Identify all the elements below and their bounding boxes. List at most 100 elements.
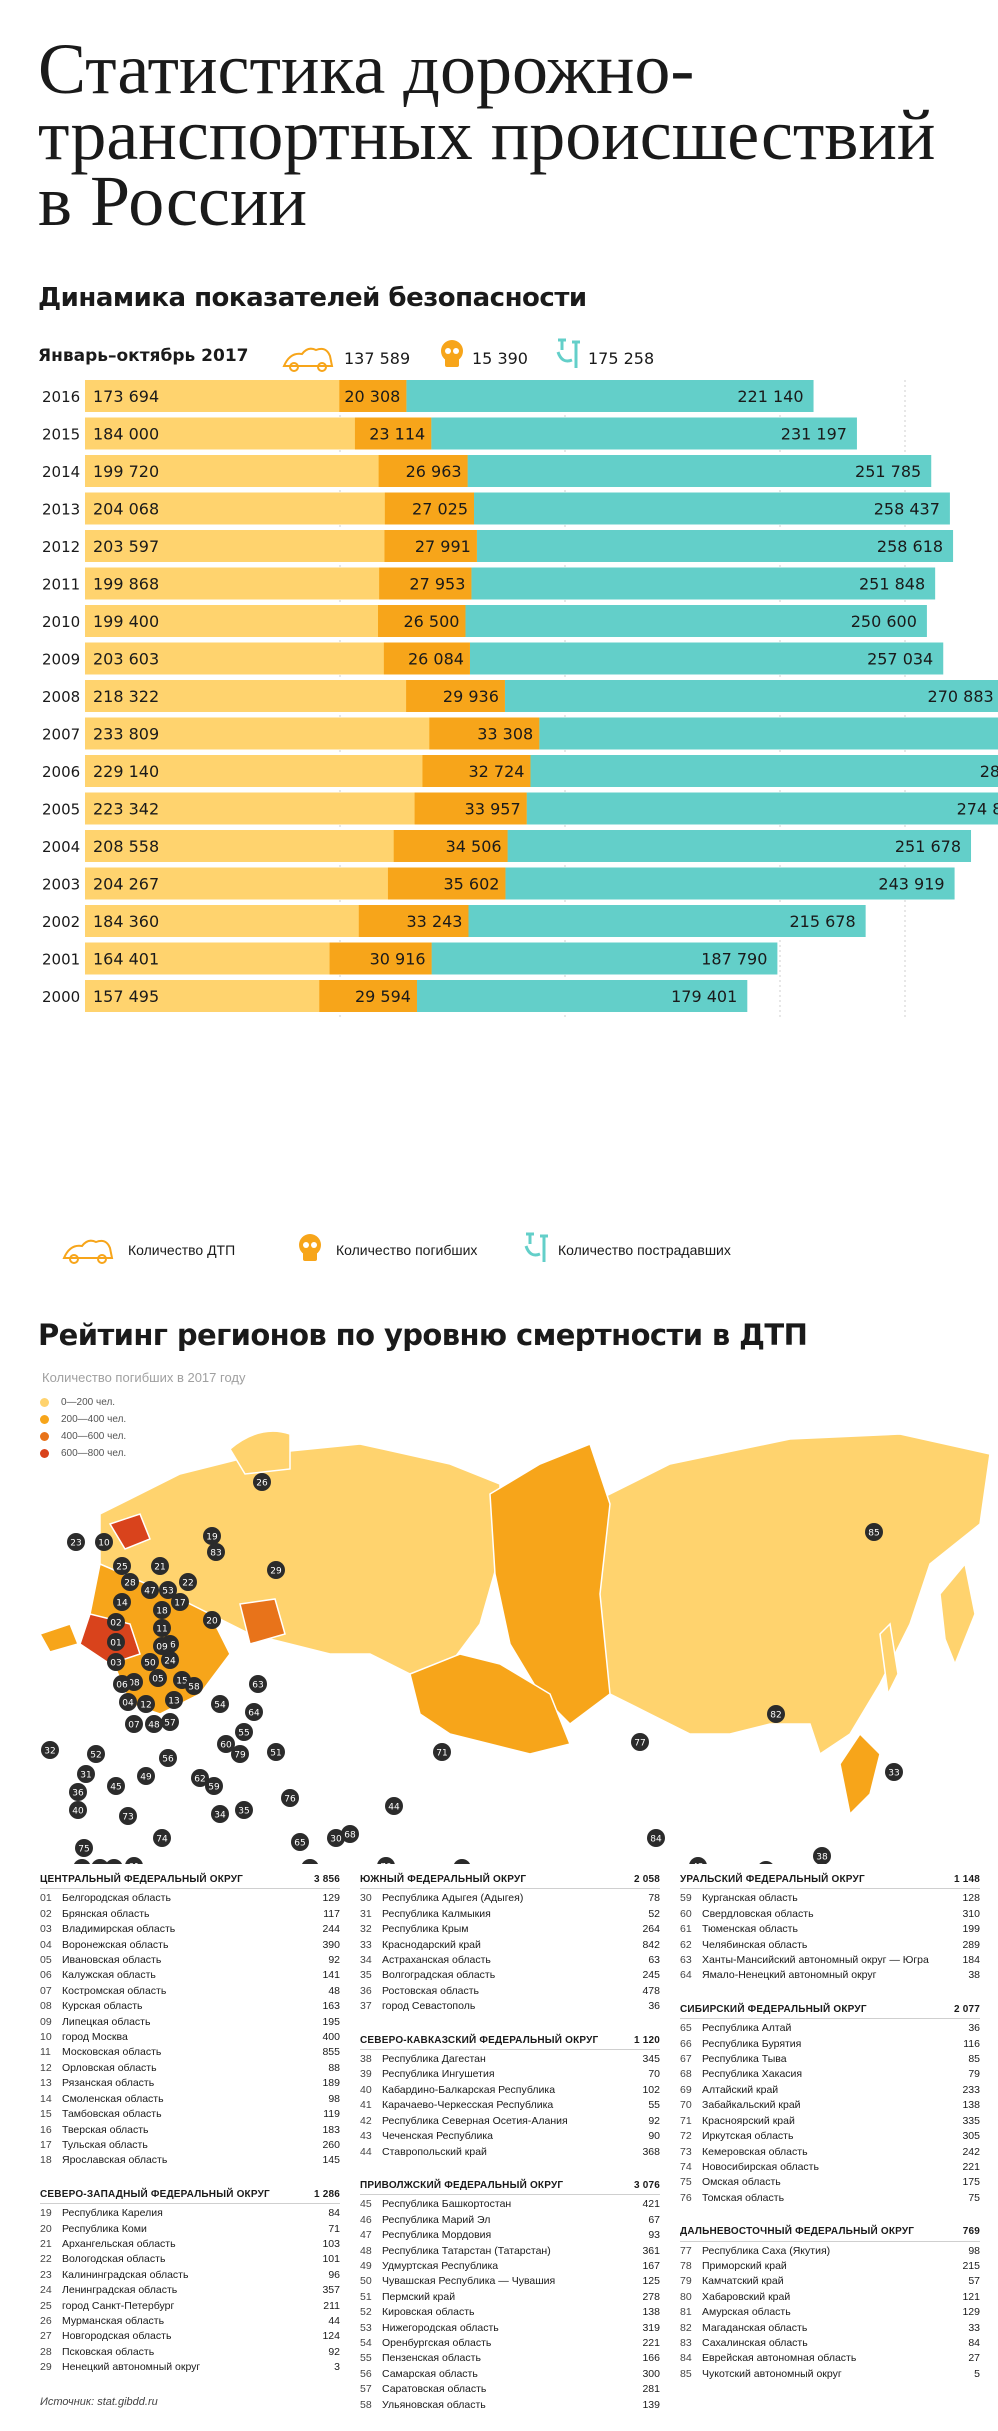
region-deaths: 233 (962, 2083, 980, 2096)
region-name: Ростовская область (382, 1984, 480, 1997)
region-row: 41 Карачаево-Черкесская Республика 55 (360, 2098, 660, 2113)
region-row: 12 Орловская область 88 (40, 2061, 340, 2076)
federal-district-name: ДАЛЬНЕВОСТОЧНЫЙ ФЕДЕРАЛЬНЫЙ ОКРУГ (680, 2226, 915, 2238)
map-label-dot (69, 1783, 87, 1801)
region-row: 06 Калужская область 141 (40, 1968, 340, 1983)
region-name: Ямало-Ненецкий автономный округ (702, 1969, 877, 1982)
region-deaths: 305 (962, 2130, 980, 2143)
federal-district-header: ДАЛЬНЕВОСТОЧНЫЙ ФЕДЕРАЛЬНЫЙ ОКРУГ 769 (680, 2224, 980, 2242)
region-code: 08 (40, 2000, 52, 2013)
region-row: 83 Сахалинская область 84 (680, 2336, 980, 2351)
region-name: Ненецкий автономный округ (62, 2361, 201, 2374)
region-row: 48 Республика Татарстан (Татарстан) 361 (360, 2244, 660, 2259)
region-name: Кемеровская область (702, 2145, 808, 2158)
region-name: Республика Адыгея (Адыгея) (382, 1892, 524, 1905)
region-name: Ивановская область (62, 1954, 162, 1967)
region-row: 49 Удмуртская Республика 167 (360, 2259, 660, 2274)
region-code: 85 (680, 2367, 692, 2380)
map-label-number: 32 (44, 1747, 55, 1757)
car-crash-icon (282, 347, 334, 372)
deaths-value: 30 916 (370, 950, 426, 969)
region-name: Красноярский край (702, 2114, 795, 2127)
region-deaths: 52 (648, 1907, 660, 1920)
region-deaths: 71 (328, 2222, 340, 2235)
region-name: Камчатский край (702, 2275, 784, 2288)
injured-value: 215 678 (789, 912, 855, 931)
crutch-icon (556, 338, 580, 368)
region-row: 38 Республика Дагестан 345 (360, 2052, 660, 2067)
region-deaths: 129 (962, 2306, 980, 2319)
region-name: Свердловская область (702, 1907, 814, 1920)
map-label-dot (231, 1745, 249, 1763)
federal-district-header: СЕВЕРО-ЗАПАДНЫЙ ФЕДЕРАЛЬНЫЙ ОКРУГ 1 286 (40, 2187, 340, 2205)
region-name: Тульская область (62, 2138, 148, 2151)
map-legend-2: 400—600 чел. (61, 1431, 127, 1442)
federal-district-total: 1 286 (313, 2188, 340, 2200)
region-name: Вологодская область (62, 2253, 166, 2266)
region-row: 42 Республика Северная Осетия-Алания 92 (360, 2114, 660, 2129)
region-deaths: 36 (968, 2022, 980, 2035)
region-code: 80 (680, 2290, 692, 2303)
region-deaths: 116 (963, 2037, 980, 2050)
region-code: 78 (680, 2259, 692, 2272)
region-name: Волгоградская область (382, 1969, 496, 1982)
map-primorye (839, 1732, 881, 1816)
map-label-dot (107, 1613, 125, 1631)
map-label-number: 75 (78, 1845, 89, 1855)
legend-car-crash-icon (62, 1239, 114, 1264)
map-legend-0: 0—200 чел. (61, 1397, 116, 1408)
rating-title: Рейтинг регионов по уровню смертности в … (38, 1318, 808, 1352)
map-label-number: 62 (194, 1775, 205, 1785)
injured-bar (507, 830, 972, 862)
region-deaths: 128 (962, 1892, 980, 1905)
accidents-value: 203 597 (93, 537, 159, 556)
year-label: 2015 (42, 426, 80, 444)
region-code: 47 (360, 2229, 372, 2242)
injured-value: 274 864 (957, 800, 998, 819)
deaths-bar (429, 717, 540, 750)
region-name: Тверская область (62, 2123, 149, 2136)
region-name: Республика Башкортостан (382, 2198, 512, 2211)
region-name: Республика Мордовия (382, 2229, 492, 2242)
region-deaths: 125 (642, 2275, 660, 2288)
federal-district-name: СЕВЕРО-ЗАПАДНЫЙ ФЕДЕРАЛЬНЫЙ ОКРУГ (40, 2188, 270, 2200)
region-row: 54 Оренбургская область 221 (360, 2336, 660, 2351)
map-label-dot (151, 1557, 169, 1575)
deaths-bar (319, 980, 417, 1012)
accidents-value: 173 694 (93, 387, 159, 406)
federal-district-total: 1 120 (633, 2034, 660, 2046)
region-deaths: 400 (322, 2031, 340, 2044)
map-label-dot (759, 1861, 773, 1864)
region-row: 69 Алтайский край 233 (680, 2083, 980, 2098)
map-label-dot (107, 1777, 125, 1795)
map-label-number: 10 (98, 1539, 110, 1549)
map-label-number: 54 (214, 1701, 226, 1711)
map-label-number: 20 (206, 1617, 218, 1627)
russia-region-map: 26 23 10 19 25 28 21 83 47 53 18 29 22 14 11 20 85 02 01 17… (38, 1430, 990, 1864)
federal-district-header: ЮЖНЫЙ ФЕДЕРАЛЬНЫЙ ОКРУГ 2 058 (360, 1872, 660, 1890)
region-deaths: 92 (328, 1954, 340, 1967)
region-deaths: 368 (642, 2145, 660, 2158)
map-label-dot (191, 1769, 209, 1787)
region-row: 08 Курская область 163 (40, 1999, 340, 2014)
map-label-dot (185, 1677, 203, 1695)
map-label-dot (377, 1857, 395, 1864)
region-code: 57 (360, 2383, 372, 2396)
federal-district-table: ЮЖНЫЙ ФЕДЕРАЛЬНЫЙ ОКРУГ 2 058 30 Республика… (360, 1872, 660, 2015)
year-label: 2010 (42, 613, 80, 631)
region-name: Республика Дагестан (382, 2053, 486, 2066)
region-name: Ленинградская область (62, 2284, 178, 2297)
region-deaths: 199 (962, 1923, 980, 1936)
map-label-dot (141, 1581, 159, 1599)
accidents-value: 208 558 (93, 837, 159, 856)
region-deaths: 124 (322, 2330, 340, 2343)
map-label-number: 44 (388, 1803, 400, 1813)
map-label-number: 58 (188, 1683, 200, 1693)
region-deaths: 189 (322, 2077, 340, 2090)
federal-district-table: УРАЛЬСКИЙ ФЕДЕРАЛЬНЫЙ ОКРУГ 1 148 59 Курган… (680, 1872, 980, 1984)
region-name: Амурская область (702, 2306, 791, 2319)
map-moscow-oblast (108, 1513, 151, 1550)
region-name: Республика Алтай (702, 2022, 792, 2035)
injured-value: 251 848 (859, 575, 925, 594)
region-name: Республика Калмыкия (382, 1907, 491, 1920)
